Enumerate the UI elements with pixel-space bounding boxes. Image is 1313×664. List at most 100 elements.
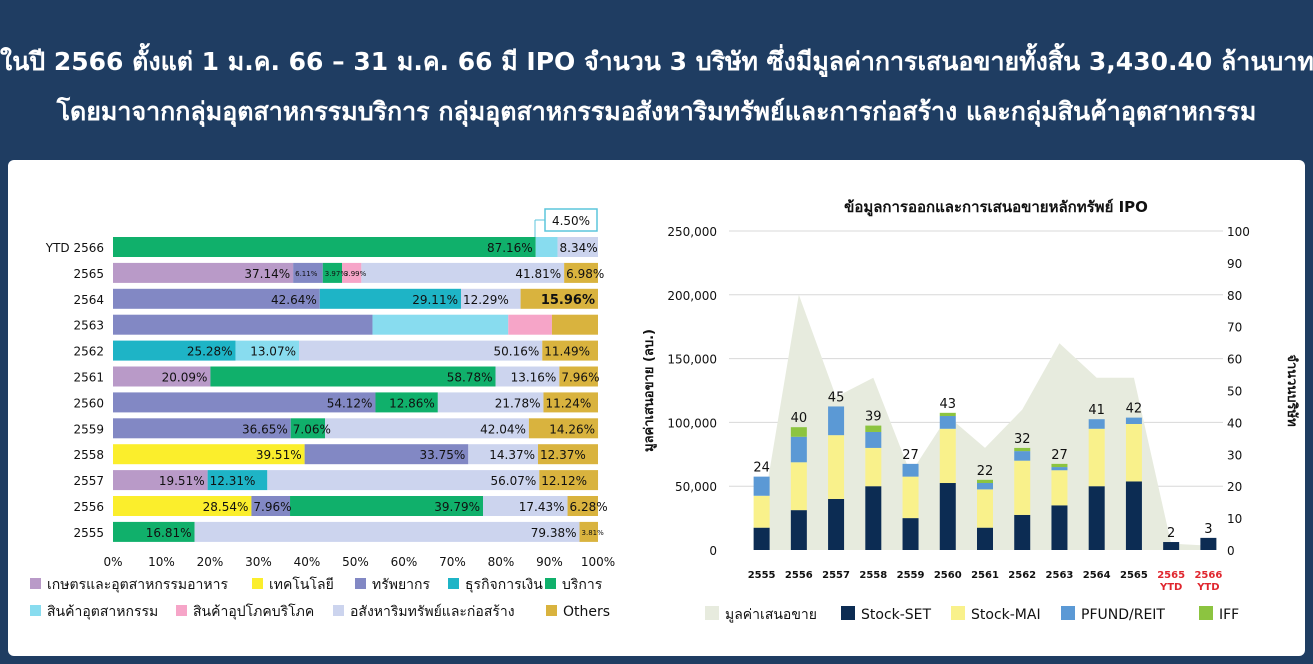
y2-tick-label: 80 [1227,289,1242,303]
bar-segment [977,527,993,550]
legend-swatch [545,578,556,589]
data-label: 7.96% [561,371,599,385]
legend-label: Stock-MAI [971,607,1041,623]
bar-segment [322,262,343,283]
legend-label: Stock-SET [861,607,932,623]
data-label: 39.51% [256,448,302,462]
x-tick-label: 2564 [1083,570,1111,581]
legend-swatch [176,605,187,616]
legend-swatch [705,606,719,620]
bar-segment [977,483,993,490]
data-label: 16.81% [146,526,192,540]
row-label: 2555 [73,526,104,540]
legend-label: อสังหาริมทรัพย์และก่อสร้าง [350,603,515,620]
row-label: 2563 [73,319,104,333]
data-label: 6.28% [570,500,608,514]
data-label: 28.54% [203,500,249,514]
bar-segment [790,436,807,463]
header-line-1: ในปี 2566 ตั้งแต่ 1 ม.ค. 66 – 31 ม.ค. 66… [0,47,1313,76]
x-tick-label: 100% [581,555,615,569]
bar-segment [1051,505,1068,550]
legend-label: เกษตรและอุตสาหกรรมอาหาร [47,577,228,593]
bar-segment [1014,447,1031,452]
bar-segment [559,366,598,387]
legend-label: บริการ [562,577,603,593]
bar-segment [551,314,598,335]
row-label: 2560 [73,396,104,410]
bar-segment [564,262,598,283]
x-tick-label: 30% [245,555,272,569]
total-label: 39 [865,410,882,425]
bar-segment [1014,460,1031,515]
data-label: 12.31% [210,474,256,488]
bar-segment [865,425,882,432]
x-tick-label: 40% [294,555,321,569]
x-tick-label: 20% [197,555,224,569]
bar-segment [113,496,252,516]
total-label: 42 [1126,402,1143,417]
bar-segment [753,527,770,550]
bar-segment [579,521,598,542]
total-label: 45 [828,390,845,405]
y-tick-label: 50,000 [675,480,717,494]
bar-segment [113,314,373,335]
total-label: 27 [1051,448,1068,463]
data-label: 15.96% [541,293,595,308]
legend-label: สินค้าอุปโภคบริโภค [193,603,314,620]
bar-segment [1051,470,1068,506]
bar-segment [1163,542,1180,550]
x-tick-label: 2558 [859,570,887,581]
bar-segment [828,435,845,499]
data-label: 11.24% [545,396,591,410]
bar-segment [304,444,469,465]
total-label: 24 [753,461,770,476]
data-label: 11.49% [544,345,590,359]
bar-segment [483,496,568,516]
bar-segment [113,392,376,413]
x-tick-label: 60% [391,555,418,569]
bar-segment [113,340,236,361]
data-label: 25.28% [187,345,233,359]
x-tick-label: 2559 [897,570,925,581]
bar-segment [557,237,598,257]
bar-segment [113,444,305,465]
bar-segment [543,392,598,413]
row-label: 2559 [73,422,104,436]
bar-segment [1051,463,1068,468]
data-label: 8.34% [560,241,598,255]
y-axis-label: มูลค่าเสนอขาย (ลบ.) [642,329,657,452]
bar-segment [542,340,598,361]
bar-segment [298,340,543,361]
bar-segment [828,406,845,436]
x-tick-label: 2562 [1008,570,1036,581]
legend-swatch [30,578,41,589]
x-tick-label: 0% [103,555,122,569]
bar-segment [753,476,770,496]
data-label: 13.07% [250,345,296,359]
y2-tick-label: 20 [1227,480,1242,494]
total-label: 41 [1088,403,1105,418]
bar-segment [113,366,211,387]
legend-swatch [1199,606,1213,620]
bar-segment [939,428,956,484]
data-label: 42.64% [271,293,317,307]
data-label: 6.11% [295,270,318,278]
data-label: 87.16% [487,241,533,255]
legend-label: PFUND/REIT [1081,607,1165,623]
bar-segment [539,470,599,491]
bar-segment [865,431,882,448]
bar-segment [977,489,993,528]
bar-segment [865,486,882,550]
row-label: 2561 [73,371,104,385]
row-label: 2562 [73,345,104,359]
total-label: 40 [791,411,808,426]
legend-label: IFF [1219,607,1239,623]
legend-swatch [951,606,965,620]
bar-segment [194,521,580,542]
bar-segment [235,340,299,361]
x-tick-label: 10% [148,555,175,569]
y2-tick-label: 50 [1227,385,1242,399]
data-label: 14.26% [549,422,595,436]
y2-tick-label: 10 [1227,512,1242,526]
row-label: 2564 [73,293,104,307]
